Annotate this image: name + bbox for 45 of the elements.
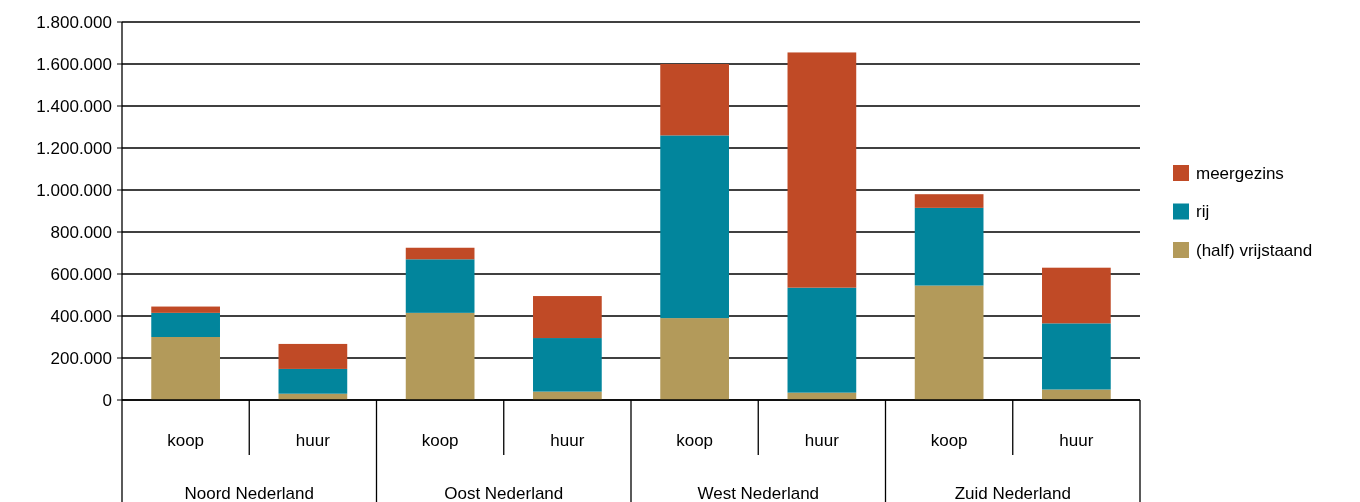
bar xyxy=(533,296,602,339)
text: Zuid Nederland xyxy=(954,484,1071,502)
text: Noord Nederland xyxy=(184,484,314,502)
bar xyxy=(660,318,729,400)
bar xyxy=(405,259,475,313)
y-tick-label: 600.000 xyxy=(50,264,112,284)
bar xyxy=(278,343,348,369)
text: West Nederland xyxy=(697,484,820,502)
bar xyxy=(151,306,220,313)
x-tick-label: huur xyxy=(550,431,585,450)
bar xyxy=(151,337,220,400)
bar xyxy=(660,135,729,319)
bar xyxy=(405,312,475,400)
legend-label: rij xyxy=(1196,202,1210,222)
x-tick-label: koop xyxy=(167,431,205,450)
y-tick-label: 1.000.000 xyxy=(36,180,112,200)
bar xyxy=(787,52,857,288)
x-tick-label: koop xyxy=(421,431,459,450)
bar xyxy=(405,247,475,260)
bar xyxy=(914,285,984,400)
x-tick-label: huur xyxy=(295,431,331,450)
x-tick-label: koop xyxy=(930,431,968,450)
y-tick-label: 1.200.000 xyxy=(36,138,112,158)
bar xyxy=(151,312,220,337)
bar xyxy=(1042,267,1111,324)
y-tick-label: 0 xyxy=(102,390,112,410)
bar xyxy=(533,338,602,392)
text: Oost Nederland xyxy=(444,484,564,502)
x-tick-label: huur xyxy=(804,431,840,450)
bar xyxy=(1042,323,1111,390)
y-tick-label: 400.000 xyxy=(50,306,112,326)
y-tick-label: 1.800.000 xyxy=(36,12,112,32)
bar xyxy=(278,368,348,394)
bar xyxy=(660,64,729,136)
y-tick-label: 1.400.000 xyxy=(36,96,112,116)
legend-label: (half) vrijstaand xyxy=(1196,240,1313,260)
bar xyxy=(914,194,984,208)
y-tick-label: 1.600.000 xyxy=(36,54,112,74)
bar xyxy=(914,207,984,286)
y-tick-label: 200.000 xyxy=(50,348,112,368)
bar xyxy=(787,287,857,393)
y-tick-label: 800.000 xyxy=(50,222,112,242)
legend-label: meergezins xyxy=(1196,163,1284,183)
x-tick-label: koop xyxy=(676,431,714,450)
x-tick-label: huur xyxy=(1059,431,1094,450)
